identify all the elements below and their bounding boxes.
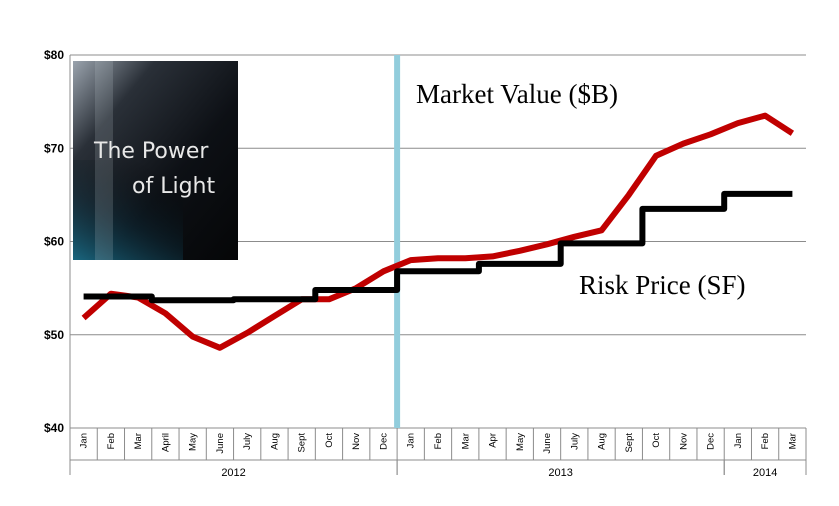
x-tick-label: June — [215, 433, 226, 454]
year-label: 2013 — [548, 467, 572, 479]
inset-title-line-1: The Power — [93, 139, 209, 164]
inset-title-line-2: of Light — [132, 174, 215, 199]
x-tick-label: April — [160, 433, 171, 452]
x-tick-label: Oct — [324, 433, 335, 448]
series-line-market-value — [81, 112, 795, 351]
x-tick-label: May — [188, 433, 199, 451]
y-tick-label: $60 — [44, 235, 64, 249]
y-tick-label: $50 — [44, 328, 64, 342]
series-line-risk-price — [83, 190, 793, 304]
x-tick-label: Feb — [433, 433, 444, 449]
x-tick-label: Sept — [297, 433, 308, 453]
x-axis: Jan Feb Mar April May June July Aug Sept Oct Nov De… — [69, 427, 807, 479]
x-tick-label: Apr — [488, 433, 499, 448]
x-tick-label: Mar — [133, 433, 144, 449]
y-tick-label: $70 — [44, 141, 64, 155]
x-tick-label: Nov — [678, 433, 689, 450]
x-tick-label: July — [569, 433, 580, 450]
year-label: 2012 — [221, 467, 245, 479]
x-tick-label: Oct — [651, 433, 662, 448]
x-tick-label: Jan — [79, 433, 90, 448]
x-tick-label: Nov — [351, 433, 362, 450]
x-tick-label: Feb — [760, 433, 771, 449]
x-tick-label: Mar — [787, 433, 798, 449]
x-tick-label: June — [542, 433, 553, 454]
x-tick-label: Sept — [624, 433, 635, 453]
series-lines — [81, 112, 795, 351]
x-tick-label: Aug — [597, 433, 608, 450]
y-tick-label: $80 — [44, 48, 64, 62]
year-label: 2014 — [753, 467, 777, 479]
x-tick-label: July — [242, 433, 253, 450]
x-tick-label: Dec — [378, 433, 389, 450]
y-axis: $40 $50 $60 $70 $80 — [44, 48, 64, 435]
x-tick-label: May — [515, 433, 526, 451]
inset-image: The Power of Light — [73, 61, 238, 260]
x-tick-label: Feb — [106, 433, 117, 449]
x-tick-label: Mar — [460, 433, 471, 449]
y-tick-label: $40 — [44, 421, 64, 435]
x-tick-label: Aug — [269, 433, 280, 450]
series-label-risk-price: Risk Price (SF) — [579, 270, 746, 300]
x-tick-label: Jan — [406, 433, 417, 448]
series-label-market-value: Market Value ($B) — [416, 79, 618, 109]
x-tick-label: Dec — [706, 433, 717, 450]
x-tick-label: Jan — [733, 433, 744, 448]
